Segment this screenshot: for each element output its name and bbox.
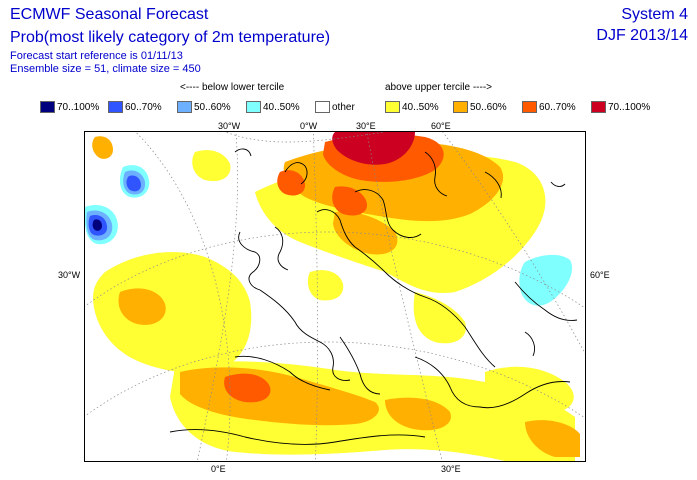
lon-label-bottom-30e: 30°E	[441, 464, 461, 474]
legend-label: 60..70%	[539, 101, 576, 113]
lon-label-top-0w: 0°W	[300, 121, 318, 131]
legend-swatch	[315, 101, 330, 113]
legend-swatch	[177, 101, 192, 113]
legend-label: other	[332, 101, 355, 113]
legend-item: 60..70%	[108, 99, 162, 115]
legend-item: 60..70%	[522, 99, 576, 115]
legend-item: 40..50%	[246, 99, 300, 115]
legend-item: other	[315, 99, 355, 115]
legend-item: 50..60%	[453, 99, 507, 115]
coastlines	[169, 148, 578, 445]
lon-label-top-30e: 30°E	[356, 121, 376, 131]
legend-label: 50..60%	[194, 101, 231, 113]
legend-swatch	[246, 101, 261, 113]
legend-swatch	[522, 101, 537, 113]
legend-label: 50..60%	[470, 101, 507, 113]
lon-label-right-60e: 60°E	[590, 270, 610, 280]
legend-below-heading: <---- below lower tercile	[180, 82, 285, 93]
map-panel	[84, 131, 586, 462]
legend-swatch	[385, 101, 400, 113]
ensemble-size-text: Ensemble size = 51, climate size = 450	[10, 63, 201, 75]
legend: 70..100% 60..70% 50..60% 40..50% other 40..50…	[40, 99, 660, 115]
legend-label: 70..100%	[57, 101, 100, 113]
legend-above-heading: above upper tercile ---->	[385, 82, 492, 93]
legend-label: 40..50%	[402, 101, 439, 113]
prob-below-70-100	[92, 219, 102, 231]
legend-label: 70..100%	[608, 101, 651, 113]
chart-title: ECMWF Seasonal Forecast	[10, 6, 209, 23]
lon-label-top-60e: 60°E	[431, 121, 451, 131]
legend-swatch	[591, 101, 606, 113]
legend-item: 40..50%	[385, 99, 439, 115]
legend-label: 40..50%	[263, 101, 300, 113]
chart-subtitle: Prob(most likely category of 2m temperat…	[10, 29, 331, 46]
legend-item: 70..100%	[591, 99, 650, 115]
legend-item: 70..100%	[40, 99, 99, 115]
legend-swatch	[108, 101, 123, 113]
legend-item: 50..60%	[177, 99, 231, 115]
lon-label-bottom-0e: 0°E	[211, 464, 226, 474]
legend-swatch	[453, 101, 468, 113]
map-svg	[85, 132, 585, 461]
prob-above-70-100	[332, 132, 415, 165]
forecast-start-text: Forecast start reference is 01/11/13	[10, 50, 183, 62]
lon-label-top-30w: 30°W	[218, 121, 241, 131]
legend-swatch	[40, 101, 55, 113]
season-label: DJF 2013/14	[596, 27, 688, 44]
system-label: System 4	[621, 6, 688, 23]
legend-label: 60..70%	[125, 101, 162, 113]
lon-label-left-30w: 30°W	[58, 270, 81, 280]
